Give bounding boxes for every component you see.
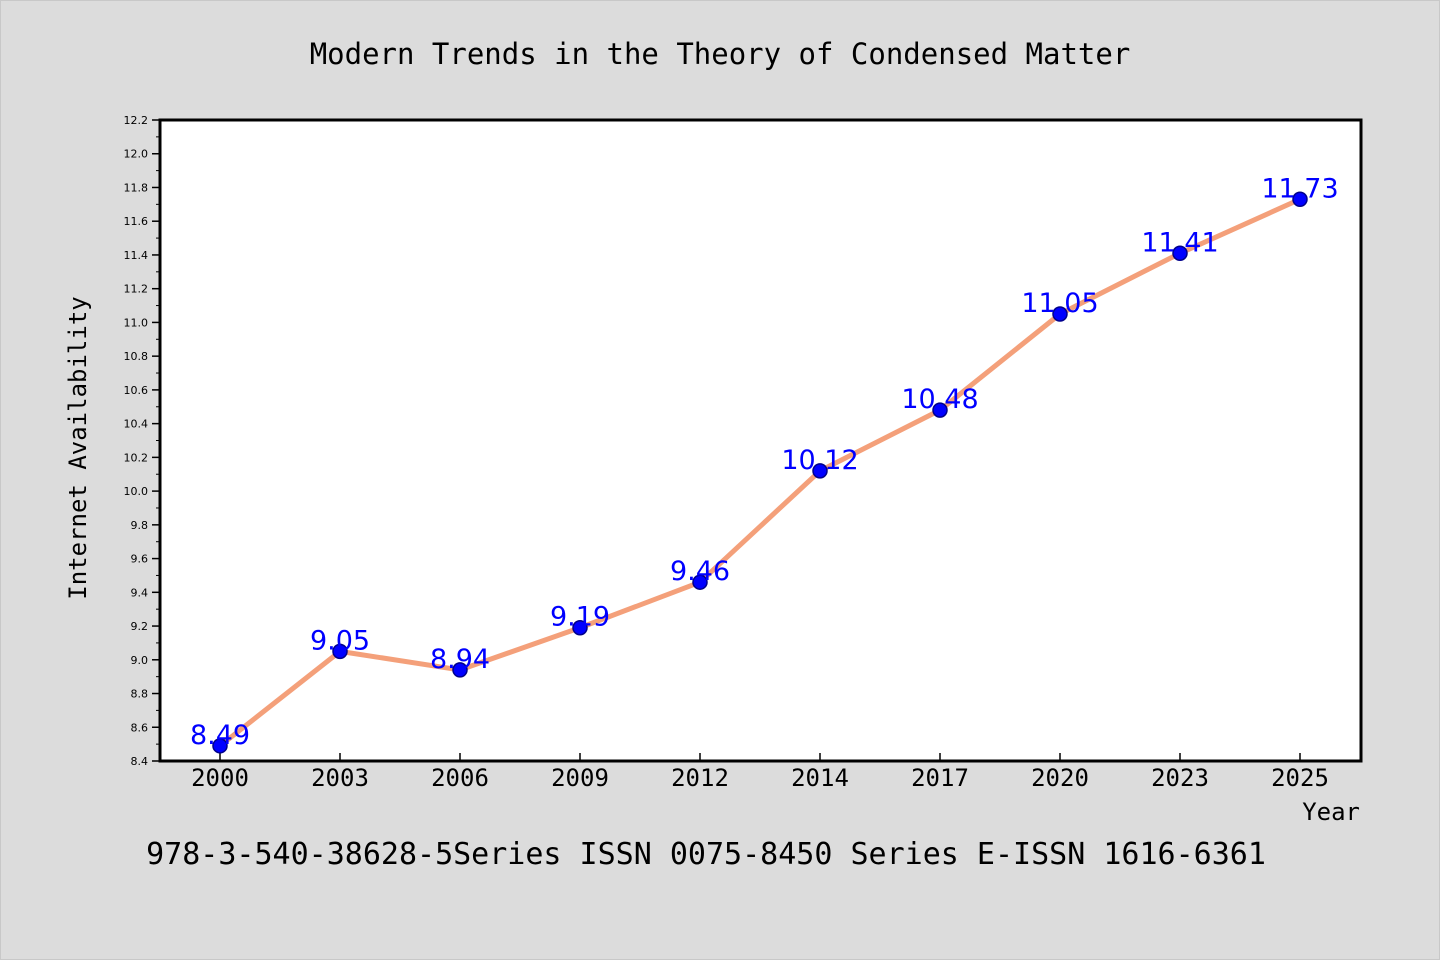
data-point-marker [452,662,468,678]
data-label: 11.41 [1141,227,1218,258]
x-tick-label: 2000 [191,764,249,792]
x-axis-label: Year [1302,798,1360,826]
series-line [217,196,1303,749]
data-point-marker [812,463,828,479]
y-tick-label: 10.4 [124,418,149,431]
series-markers-group [212,191,1308,754]
y-tick-label: 10.8 [124,350,149,363]
data-point-marker [1172,245,1188,262]
data-label: 9.05 [310,625,370,656]
data-label: 11.73 [1261,173,1338,204]
data-label: 9.19 [550,602,610,633]
data-point-marker [1052,306,1068,322]
y-tick-label: 9.6 [131,553,149,566]
y-tick-label: 8.4 [131,755,149,768]
y-tick-label: 12.2 [124,114,149,127]
x-axis: 2000 2003 2006 2009 2012 2014 2017 2020 2023 2025 [191,753,1329,792]
chart-title: Modern Trends in the Theory of Condensed… [310,37,1131,71]
y-tick-label: 10.2 [124,451,149,464]
x-tick-label: 2012 [671,764,729,792]
x-tick-label: 2003 [311,764,369,792]
data-label: 10.48 [901,384,978,415]
y-tick-label: 8.8 [131,688,149,701]
y-axis: 8.4 8.6 8.8 9.0 9.2 9.4 9.6 9.8 10.0 10.2 10.4 10.6… [124,114,160,768]
y-tick-label: 11.6 [124,215,149,228]
x-tick-label: 2014 [791,764,849,792]
data-label: 11.05 [1021,288,1098,319]
data-point-marker [212,738,228,754]
y-tick-label: 10.6 [124,384,149,397]
x-tick-label: 2020 [1031,764,1089,792]
x-tick-label: 2009 [551,764,609,792]
data-labels-group: 8.49 9.05 8.94 9.19 9.46 10.12 10.48 11.05 11.41… [190,173,1339,751]
y-tick-label: 11.4 [124,249,149,262]
y-tick-label: 9.8 [131,519,149,532]
data-label: 10.12 [781,445,858,476]
footer-isbn-issn: 978-3-540-38628-5Series ISSN 0075-8450 S… [146,837,1266,872]
data-point-marker [692,574,708,590]
x-tick-label: 2025 [1271,764,1329,792]
data-label: 8.49 [190,720,250,751]
y-axis-label: Internet Availability [64,296,92,599]
y-tick-label: 9.4 [131,586,149,599]
plot-area [158,118,1363,763]
data-label: 9.46 [670,556,730,587]
series-line-group [217,196,1303,749]
data-point-marker [572,619,588,636]
y-tick-label: 11.0 [124,316,149,329]
x-tick-label: 2017 [911,764,969,792]
y-tick-label: 9.0 [131,654,149,667]
y-tick-label: 12.0 [124,148,149,161]
x-tick-label: 2006 [431,764,489,792]
y-tick-label: 11.2 [124,283,149,296]
y-tick-label: 8.6 [131,721,149,734]
data-point-marker [332,643,348,660]
y-tick-label: 11.8 [124,181,149,194]
y-tick-label: 9.2 [131,620,149,633]
data-label: 8.94 [430,644,490,675]
data-point-marker [932,402,948,418]
data-point-marker [1292,191,1308,208]
y-tick-label: 10.0 [124,485,149,498]
x-tick-label: 2023 [1151,764,1209,792]
